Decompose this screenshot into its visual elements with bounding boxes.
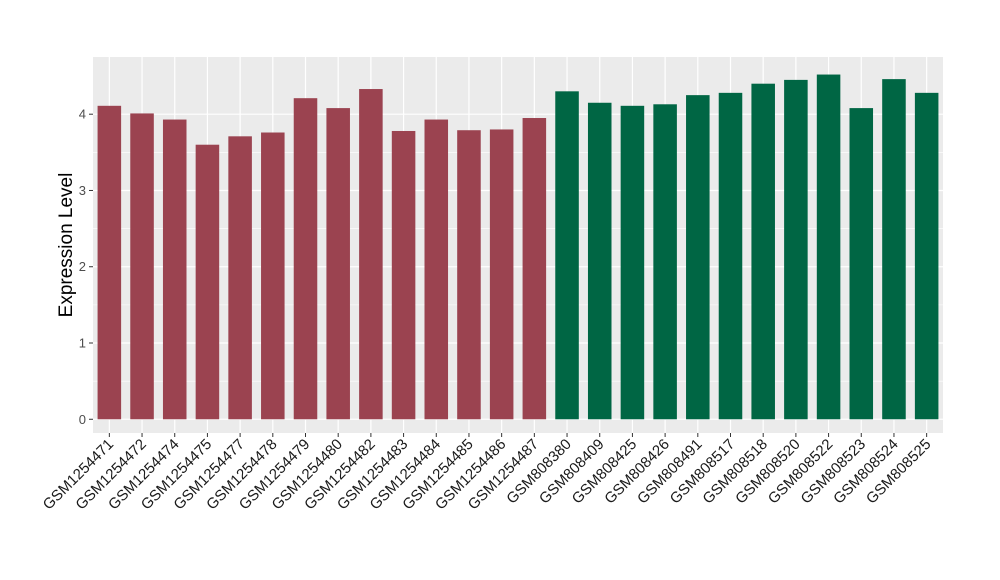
bar-GSM1254475 [195, 144, 220, 420]
bar-GSM1254482 [359, 89, 383, 420]
bar-GSM808520 [784, 79, 808, 420]
bar-GSM808522 [816, 74, 841, 420]
y-tick-label: 2 [79, 259, 86, 274]
y-axis-title: Expression Level [56, 173, 77, 318]
x-axis: GSM1254471GSM1254472GSM1254474GSM1254475… [40, 433, 934, 513]
bar-GSM808525 [914, 92, 939, 420]
y-axis: 0 1 2 3 4 [79, 107, 93, 427]
y-tick-label: 4 [79, 107, 86, 122]
bar-GSM1254484 [424, 119, 449, 420]
bar-GSM808518 [751, 83, 775, 420]
bar-GSM1254471 [97, 105, 122, 420]
bar-GSM1254472 [130, 113, 154, 420]
bar-GSM808524 [882, 79, 906, 420]
bar-GSM808409 [587, 102, 612, 420]
y-tick-label: 3 [79, 183, 86, 198]
bar-GSM1254483 [391, 130, 416, 420]
bars [97, 74, 939, 420]
y-tick-label: 0 [79, 412, 86, 427]
bar-GSM1254486 [489, 129, 514, 420]
bar-GSM1254480 [326, 108, 350, 420]
bar-GSM1254479 [293, 98, 318, 420]
plot-panel [93, 57, 943, 433]
bar-GSM808523 [849, 108, 874, 420]
bar-GSM1254487 [522, 118, 547, 420]
y-tick-label: 1 [79, 336, 86, 351]
bar-GSM808425 [620, 105, 645, 420]
bar-GSM808491 [686, 95, 710, 420]
bar-GSM1254477 [228, 136, 252, 420]
bar-GSM808380 [555, 91, 579, 420]
bar-GSM1254485 [457, 130, 481, 420]
bar-GSM1254478 [261, 132, 285, 420]
bar-GSM1254474 [162, 119, 187, 420]
bar-GSM808426 [653, 104, 677, 420]
bar-GSM808517 [718, 92, 743, 420]
